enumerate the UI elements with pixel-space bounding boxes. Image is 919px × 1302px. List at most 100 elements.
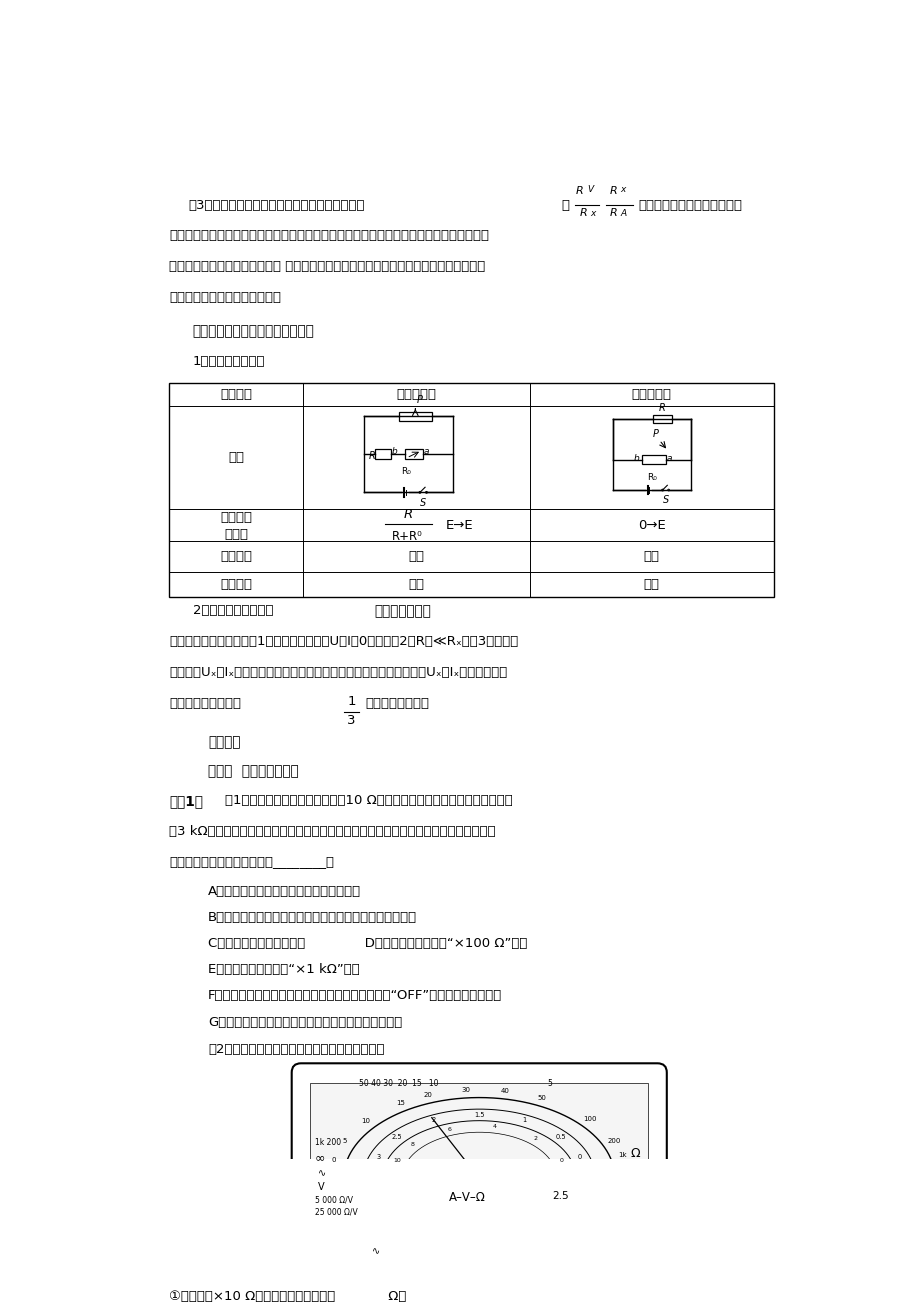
Text: C．将红表笔和黑表笔短接              D．把选择开关旋转到“×100 Ω”位置: C．将红表笔和黑表笔短接 D．把选择开关旋转到“×100 Ω”位置 [208, 937, 527, 950]
Text: 电能损耗: 电能损耗 [220, 551, 252, 564]
Circle shape [429, 1232, 443, 1245]
Text: （2）如图所示为一正在测量中的多用电表表盘。: （2）如图所示为一正在测量中的多用电表表盘。 [208, 1043, 384, 1056]
Text: b: b [391, 448, 397, 457]
Text: V: V [318, 1182, 324, 1191]
Text: 热点例析: 热点例析 [208, 736, 240, 749]
Text: R₀: R₀ [401, 467, 411, 477]
Text: 电路: 电路 [228, 452, 244, 465]
Text: 50 40 30  20  15   10: 50 40 30 20 15 10 [358, 1079, 438, 1087]
Text: 40: 40 [500, 1088, 509, 1094]
Text: 【例1】: 【例1】 [169, 794, 203, 807]
Text: 耗能: 耗能 [643, 551, 659, 564]
Text: 的范围: 的范围 [223, 527, 247, 540]
Text: 流式时，Uₓ、Iₓ过大（超过电表量程，烧坏电表、电源或用电器等）或Uₓ、Iₓ过小（最大值: 流式时，Uₓ、Iₓ过大（超过电表量程，烧坏电表、电源或用电器等）或Uₓ、Iₓ过小… [169, 667, 507, 678]
Text: A–V–Ω: A–V–Ω [448, 1191, 485, 1204]
Text: V: V [586, 185, 593, 194]
Ellipse shape [471, 1228, 486, 1249]
Text: 1: 1 [346, 695, 356, 708]
Text: 0.5: 0.5 [555, 1134, 566, 1141]
Text: x: x [589, 210, 595, 219]
Text: 1k: 1k [618, 1152, 627, 1159]
Text: 节能: 节能 [408, 551, 424, 564]
Text: 0: 0 [559, 1157, 562, 1163]
Text: 5 000 Ω/V: 5 000 Ω/V [314, 1195, 353, 1204]
Text: ①如果是用×10 Ω挡测量电阻，则读数为________Ω。: ①如果是用×10 Ω挡测量电阻，则读数为________Ω。 [169, 1290, 406, 1302]
Text: A: A [619, 210, 626, 219]
Text: 100: 100 [583, 1116, 596, 1122]
Text: 0→E: 0→E [637, 518, 664, 531]
Text: 3: 3 [376, 1154, 380, 1160]
Text: S: S [662, 496, 668, 505]
Text: G．整理好器材，把多用表放回桌上原处，实验完毕。: G．整理好器材，把多用表放回桌上原处，实验完毕。 [208, 1016, 402, 1029]
Bar [374, 449, 391, 460]
Text: ∞: ∞ [314, 1151, 325, 1164]
Text: 电压调节: 电压调节 [220, 510, 252, 523]
Text: 200: 200 [607, 1138, 620, 1144]
Text: 50: 50 [537, 1095, 546, 1101]
Text: 三、滑动变阻器的限流和分压接法: 三、滑动变阻器的限流和分压接法 [192, 324, 314, 339]
Text: 压表分流作用大，应采用内接法 若电压表示数较电流表示数变化明显，说明内接时电流表: 压表分流作用大，应采用内接法 若电压表示数较电流表示数变化明显，说明内接时电流表 [169, 260, 485, 273]
Circle shape [515, 1232, 528, 1245]
Text: 5: 5 [547, 1079, 551, 1087]
Text: （1）用多用电表准确测量了一个10 Ω的电阻后，需要继续测量一个阻値大约: （1）用多用电表准确测量了一个10 Ω的电阻后，需要继续测量一个阻値大约 [225, 794, 512, 807]
Bar [641, 456, 665, 465]
Text: E→E: E→E [445, 518, 472, 531]
Text: 2: 2 [533, 1135, 537, 1141]
Text: 其中有用的，按操作顺序写出________。: 其中有用的，按操作顺序写出________。 [169, 855, 334, 868]
Bar [342, 1238, 376, 1264]
Text: R₀: R₀ [647, 473, 656, 482]
Text: 的大小时，可采用电压表试触: 的大小时，可采用电压表试触 [638, 199, 742, 212]
Text: 10: 10 [360, 1118, 369, 1125]
Text: R+R⁰: R+R⁰ [391, 530, 422, 543]
Text: b: b [633, 454, 639, 464]
Text: 0: 0 [331, 1157, 335, 1163]
Text: 以下情况考虑分压式：（1）要求待测电路的U、I从0变化；（2）R滑≪Rₓ；（3）选用限: 以下情况考虑分压式：（1）要求待测电路的U、I从0变化；（2）R滑≪Rₓ；（3）… [169, 635, 518, 648]
Text: 复杂: 复杂 [643, 578, 659, 591]
Text: 分压式接法: 分压式接法 [631, 388, 671, 401]
Text: 5: 5 [342, 1138, 346, 1144]
Text: 2: 2 [431, 1117, 436, 1124]
Text: 1．控制电路的比较: 1．控制电路的比较 [192, 355, 265, 368]
Text: 的分压作用大，应采用外接法。: 的分压作用大，应采用外接法。 [169, 290, 281, 303]
Text: Ω: Ω [630, 1147, 640, 1160]
Bar [405, 449, 423, 460]
Text: 法看电流表、电压表变化大小来确定，若电流表示数较电压表示数变化明显，说明外接时电: 法看电流表、电压表变化大小来确定，若电流表示数较电压表示数变化明显，说明外接时电 [169, 229, 489, 242]
Text: 2.5: 2.5 [391, 1134, 403, 1141]
Bar [399, 411, 431, 421]
Text: （3）试触法：当无法估计电阻的阻值，难以比较: （3）试触法：当无法估计电阻的阻值，难以比较 [188, 199, 365, 212]
Text: 15: 15 [395, 1100, 404, 1107]
Text: 电路连接: 电路连接 [220, 578, 252, 591]
Bar [310, 1082, 648, 1178]
Text: ∿: ∿ [318, 1168, 326, 1178]
Text: 限流式接法: 限流式接法 [396, 388, 436, 401]
Text: 20: 20 [424, 1092, 432, 1098]
Text: 3: 3 [346, 715, 356, 728]
Text: 2.5: 2.5 [551, 1191, 568, 1202]
FancyBboxPatch shape [291, 1064, 666, 1286]
Text: 4: 4 [492, 1125, 496, 1129]
Text: 8: 8 [410, 1142, 414, 1147]
Text: 0: 0 [577, 1154, 581, 1160]
Text: a: a [423, 448, 428, 457]
Text: B．用螺丝刀调节表盘下中间部位的调零螺丝，使表针指零: B．用螺丝刀调节表盘下中间部位的调零螺丝，使表针指零 [208, 911, 416, 924]
Text: ，读数误差大）。: ，读数误差大）。 [365, 697, 429, 710]
Text: 6: 6 [447, 1126, 450, 1131]
Text: x: x [619, 185, 625, 194]
Text: E．把选择开关旋转到“×1 kΩ”位置: E．把选择开关旋转到“×1 kΩ”位置 [208, 963, 359, 976]
Text: 30: 30 [461, 1087, 471, 1094]
Text: 是3 kΩ的电阻，在用红、黑表笔接触这个电阻两端之前，以下哪些操作是必需的，请选择: 是3 kΩ的电阻，在用红、黑表笔接触这个电阻两端之前，以下哪些操作是必需的，请选… [169, 824, 495, 837]
Text: ∿: ∿ [371, 1246, 380, 1256]
Text: R: R [403, 508, 413, 521]
Text: 优先选用限流式: 优先选用限流式 [374, 604, 431, 618]
Text: R: R [579, 208, 586, 217]
Text: a: a [666, 454, 672, 464]
Text: S: S [420, 499, 426, 508]
Text: 及: 及 [561, 199, 569, 212]
Text: R: R [575, 185, 584, 195]
Text: 1.5: 1.5 [473, 1112, 484, 1117]
Text: 2．控制电路的选择：: 2．控制电路的选择： [192, 604, 273, 617]
Text: A．调节欧姆调零旋鈕使表针指着欧姆零点: A．调节欧姆调零旋鈕使表针指着欧姆零点 [208, 884, 361, 897]
Text: 10: 10 [392, 1157, 401, 1163]
Text: R: R [369, 450, 375, 461]
Bar [310, 1226, 648, 1269]
